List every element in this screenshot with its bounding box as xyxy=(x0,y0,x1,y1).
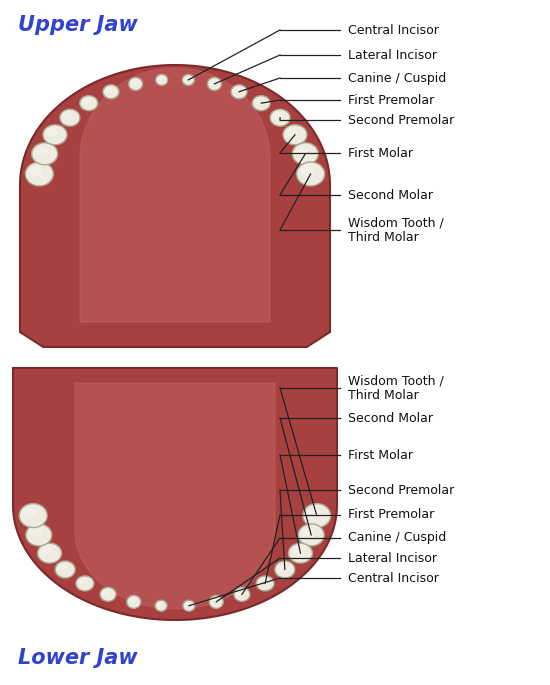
Ellipse shape xyxy=(19,503,47,527)
Ellipse shape xyxy=(292,142,318,165)
Ellipse shape xyxy=(184,602,190,607)
Ellipse shape xyxy=(60,109,80,126)
Text: Central Incisor: Central Incisor xyxy=(348,23,439,36)
Text: Second Molar: Second Molar xyxy=(348,412,433,425)
Text: First Premolar: First Premolar xyxy=(348,93,434,106)
Ellipse shape xyxy=(209,79,216,85)
Text: Lateral Incisor: Lateral Incisor xyxy=(348,49,437,62)
Ellipse shape xyxy=(207,77,222,90)
Ellipse shape xyxy=(236,590,244,595)
Ellipse shape xyxy=(129,77,142,90)
Text: Canine / Cuspid: Canine / Cuspid xyxy=(348,532,446,545)
Ellipse shape xyxy=(300,166,314,176)
Ellipse shape xyxy=(211,598,218,603)
Ellipse shape xyxy=(255,99,263,104)
Ellipse shape xyxy=(130,79,138,85)
Ellipse shape xyxy=(256,576,274,591)
Ellipse shape xyxy=(286,128,298,136)
Text: Upper Jaw: Upper Jaw xyxy=(18,15,138,35)
Text: Second Molar: Second Molar xyxy=(348,188,433,201)
Ellipse shape xyxy=(303,503,331,527)
Text: First Premolar: First Premolar xyxy=(348,508,434,521)
Ellipse shape xyxy=(296,147,309,155)
Ellipse shape xyxy=(231,85,247,99)
Ellipse shape xyxy=(46,128,58,136)
Ellipse shape xyxy=(29,528,42,536)
Ellipse shape xyxy=(184,77,190,81)
Ellipse shape xyxy=(157,77,163,81)
Text: Wisdom Tooth /
Third Molar: Wisdom Tooth / Third Molar xyxy=(348,216,444,244)
Ellipse shape xyxy=(102,590,110,595)
Ellipse shape xyxy=(296,162,324,186)
Polygon shape xyxy=(80,68,270,322)
Ellipse shape xyxy=(298,524,324,546)
Ellipse shape xyxy=(100,587,116,601)
Ellipse shape xyxy=(58,564,68,571)
Ellipse shape xyxy=(78,579,87,584)
Ellipse shape xyxy=(292,547,304,555)
Ellipse shape xyxy=(277,564,288,571)
Ellipse shape xyxy=(26,524,52,546)
Ellipse shape xyxy=(209,595,223,608)
Ellipse shape xyxy=(252,96,270,111)
Polygon shape xyxy=(20,65,330,347)
Polygon shape xyxy=(13,368,337,620)
Ellipse shape xyxy=(105,87,113,93)
Polygon shape xyxy=(75,383,275,609)
Text: First Molar: First Molar xyxy=(348,147,413,160)
Ellipse shape xyxy=(41,547,53,555)
Ellipse shape xyxy=(233,87,241,93)
Ellipse shape xyxy=(82,99,91,104)
Ellipse shape xyxy=(25,162,53,186)
Ellipse shape xyxy=(76,576,94,591)
Ellipse shape xyxy=(35,147,48,155)
Ellipse shape xyxy=(63,112,73,119)
Ellipse shape xyxy=(80,96,98,111)
Ellipse shape xyxy=(129,598,136,603)
Text: Second Premolar: Second Premolar xyxy=(348,114,454,127)
Text: Lateral Incisor: Lateral Incisor xyxy=(348,551,437,564)
Ellipse shape xyxy=(155,600,167,611)
Ellipse shape xyxy=(234,587,250,601)
Ellipse shape xyxy=(32,142,58,165)
Ellipse shape xyxy=(156,75,168,86)
Ellipse shape xyxy=(43,125,67,145)
Ellipse shape xyxy=(127,595,141,608)
Ellipse shape xyxy=(182,75,194,86)
Ellipse shape xyxy=(55,561,75,578)
Ellipse shape xyxy=(258,579,267,584)
Text: Canine / Cuspid: Canine / Cuspid xyxy=(348,71,446,84)
Text: First Molar: First Molar xyxy=(348,449,413,462)
Text: Wisdom Tooth /
Third Molar: Wisdom Tooth / Third Molar xyxy=(348,374,444,402)
Text: Central Incisor: Central Incisor xyxy=(348,571,439,584)
Ellipse shape xyxy=(23,508,37,517)
Ellipse shape xyxy=(275,561,295,578)
Ellipse shape xyxy=(157,602,163,607)
Ellipse shape xyxy=(37,543,62,563)
Ellipse shape xyxy=(301,528,315,536)
Ellipse shape xyxy=(29,166,43,176)
Ellipse shape xyxy=(183,600,195,611)
Ellipse shape xyxy=(103,85,119,99)
Ellipse shape xyxy=(270,109,290,126)
Ellipse shape xyxy=(306,508,321,517)
Ellipse shape xyxy=(283,125,307,145)
Text: Lower Jaw: Lower Jaw xyxy=(18,648,138,668)
Ellipse shape xyxy=(288,543,312,563)
Ellipse shape xyxy=(273,112,283,119)
Text: Second Premolar: Second Premolar xyxy=(348,484,454,497)
